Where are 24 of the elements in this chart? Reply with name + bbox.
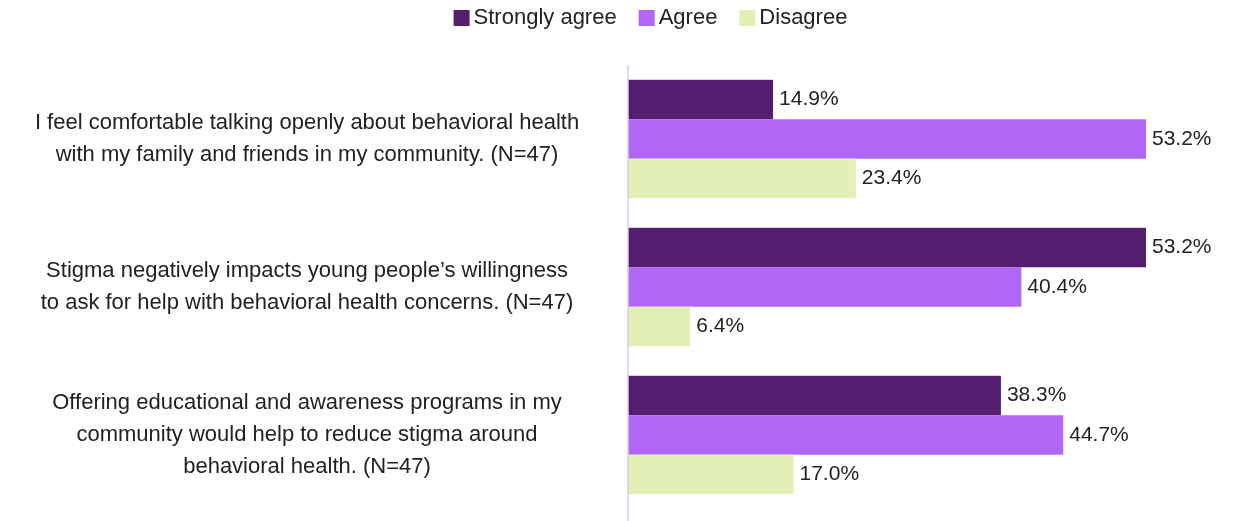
legend-label: Strongly agree <box>473 3 617 29</box>
bar <box>628 415 1064 455</box>
bar <box>628 267 1022 307</box>
data-label: 14.9% <box>779 86 839 110</box>
y-tick-label: Offering educational and awareness programs in my community would help to reduce stigma around behavioral health. (N=47) <box>52 388 562 478</box>
data-label: 23.4% <box>861 165 922 189</box>
bar <box>628 119 1146 159</box>
legend-label: Disagree <box>759 3 848 29</box>
data-label: 6.4% <box>696 313 745 337</box>
bar <box>628 158 856 199</box>
data-label: 17.0% <box>799 461 860 485</box>
bar <box>628 79 774 120</box>
data-label: 38.3% <box>1006 382 1067 406</box>
bar <box>628 454 794 495</box>
bar <box>628 375 1001 416</box>
data-label: 53.2% <box>1152 234 1212 258</box>
legend-label: Agree <box>658 3 718 29</box>
bar <box>628 227 1146 268</box>
data-label: 44.7% <box>1069 421 1129 445</box>
data-label: 53.2% <box>1152 125 1212 149</box>
y-tick-label: Stigma negatively impacts young people’s willingness to ask for help with behavioral health concerns. (N=47) <box>40 256 574 314</box>
bar <box>628 306 691 347</box>
y-tick-label: I feel comfortable talking openly about behavioral health with my family and friends in my community. (N=47) <box>34 108 580 166</box>
data-label: 40.4% <box>1027 273 1087 297</box>
